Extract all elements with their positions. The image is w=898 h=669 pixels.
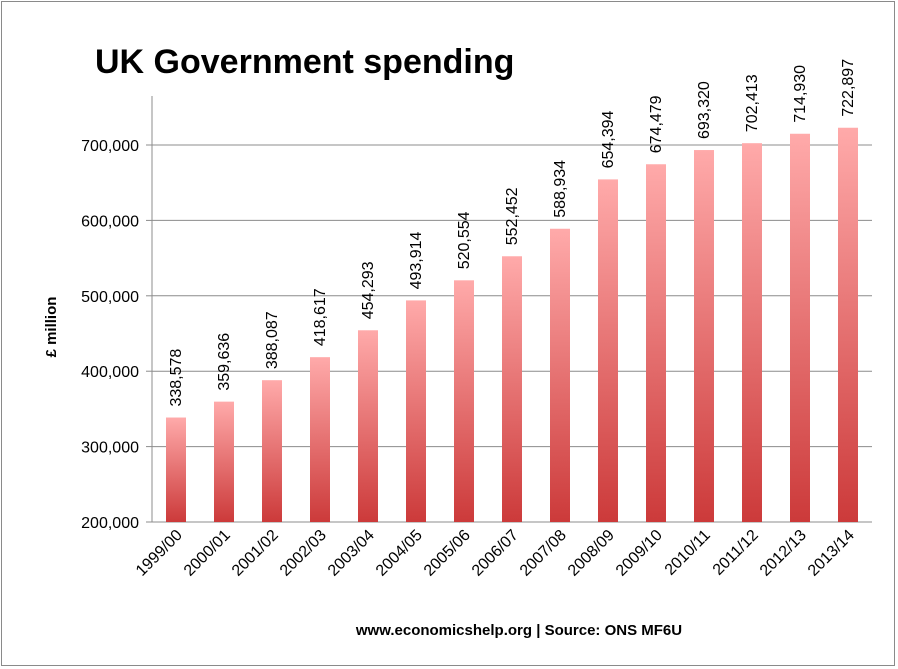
bar — [358, 330, 378, 522]
bar — [598, 179, 618, 523]
chart-title: UK Government spending — [95, 43, 514, 81]
x-tick-label: 2012/13 — [757, 527, 810, 580]
bar — [646, 164, 666, 523]
data-label: 520,554 — [456, 211, 473, 269]
data-label: 359,636 — [216, 333, 233, 391]
data-label: 588,934 — [552, 160, 569, 218]
data-label: 338,578 — [168, 349, 185, 407]
x-tick-label: 2000/01 — [181, 527, 234, 580]
source-note: www.economicshelp.org | Source: ONS MF6U — [355, 622, 682, 639]
y-tick-label: 400,000 — [81, 364, 139, 381]
x-tick-label: 2013/14 — [805, 527, 858, 580]
data-label: 702,413 — [744, 74, 761, 132]
x-tick-label: 2009/10 — [613, 527, 666, 580]
data-label: 493,914 — [408, 231, 425, 289]
x-tick-label: 2001/02 — [229, 527, 282, 580]
x-tick-label: 2007/08 — [517, 527, 570, 580]
bar — [742, 143, 762, 522]
bar — [214, 401, 234, 522]
bars — [166, 127, 858, 523]
bar — [166, 417, 186, 522]
x-tick-label: 2010/11 — [662, 527, 714, 579]
x-tick-label: 1999/00 — [133, 527, 186, 580]
data-label: 552,452 — [504, 187, 521, 245]
data-label: 722,897 — [840, 59, 857, 117]
data-labels: 338,578 359,636 388,087 418,617 454,293 493,9… — [168, 59, 857, 407]
bar — [502, 256, 522, 522]
y-tick-label: 700,000 — [81, 138, 139, 155]
data-label: 693,320 — [696, 81, 713, 139]
x-tick-label: 2005/06 — [421, 527, 474, 580]
x-tick-label: 2002/03 — [277, 527, 330, 580]
y-tick-label: 200,000 — [81, 515, 139, 532]
x-tick-label: 2004/05 — [373, 527, 426, 580]
x-tick-label: 2003/04 — [325, 527, 378, 580]
bar — [454, 280, 474, 522]
data-label: 674,479 — [648, 95, 665, 153]
y-tick-label: 500,000 — [81, 289, 139, 306]
data-label: 388,087 — [264, 311, 281, 369]
y-axis-label: £ million — [43, 297, 60, 358]
x-tick-labels: 1999/002000/012001/022002/032003/042004/… — [133, 527, 858, 580]
data-label: 714,930 — [792, 65, 809, 123]
x-tick-label: 2006/07 — [469, 527, 522, 580]
bar — [838, 127, 858, 522]
x-tick-label: 2008/09 — [565, 527, 618, 580]
bar — [406, 300, 426, 522]
data-label: 654,394 — [600, 110, 617, 168]
bar — [550, 228, 570, 522]
bar — [790, 133, 810, 522]
data-label: 418,617 — [312, 288, 329, 346]
bar — [262, 380, 282, 522]
bar — [310, 357, 330, 522]
y-tick-label: 600,000 — [81, 213, 139, 230]
data-label: 454,293 — [360, 261, 377, 319]
y-tick-labels: 200,000 300,000 400,000 500,000 600,000 700,0… — [81, 138, 139, 532]
y-tick-label: 300,000 — [81, 440, 139, 457]
bar — [694, 150, 714, 522]
x-tick-label: 2011/12 — [710, 527, 762, 579]
